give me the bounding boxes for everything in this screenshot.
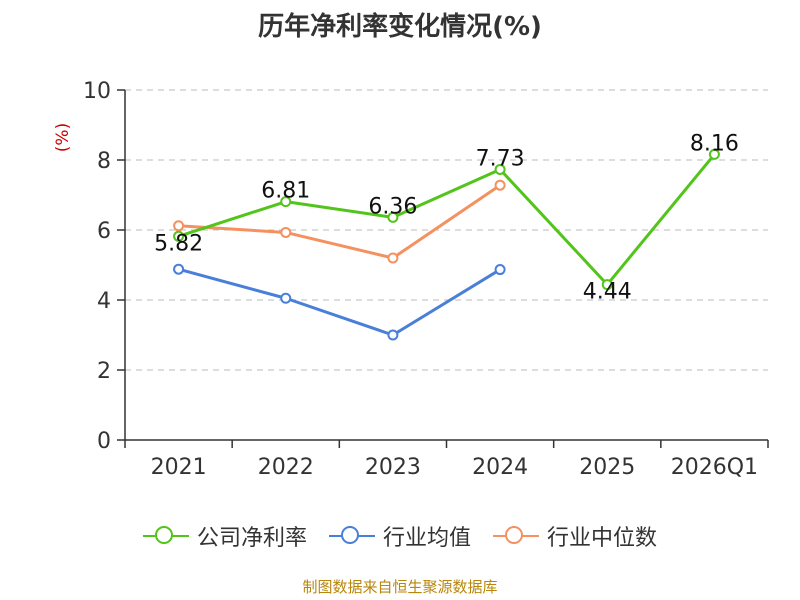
series-point-0: [280, 196, 292, 208]
x-tick-label: 2021: [151, 455, 207, 480]
series-point-2: [280, 226, 292, 238]
data-label: 8.16: [690, 131, 739, 156]
data-label: 6.36: [368, 194, 417, 219]
series-point-2: [173, 220, 185, 232]
series-line-2: [178, 183, 501, 260]
series-point-0: [708, 148, 720, 160]
legend-swatch-company: [142, 526, 189, 546]
data-label: 5.82: [154, 231, 203, 256]
y-axis-label: (%): [53, 123, 73, 152]
data-label: 7.73: [476, 146, 525, 171]
legend: 公司净利率 行业均值 行业中位数: [0, 518, 800, 554]
y-tick-label: 8: [97, 149, 111, 174]
data-label: 4.44: [583, 280, 632, 305]
legend-item-industry-median[interactable]: 行业中位数: [493, 520, 657, 552]
series-point-2: [494, 179, 506, 191]
y-tick-label: 2: [97, 359, 111, 384]
y-tick-label: 10: [83, 79, 111, 104]
legend-label-industry-median: 行业中位数: [547, 526, 658, 551]
legend-label-company: 公司净利率: [196, 526, 307, 551]
x-tick-label: 2024: [472, 455, 528, 480]
series-line-1: [178, 267, 501, 337]
chart-title: 历年净利率变化情况(%): [258, 12, 542, 42]
legend-swatch-industry-mean: [328, 526, 375, 546]
series-point-0: [494, 163, 506, 175]
x-tick-label: 2025: [579, 455, 635, 480]
legend-item-company[interactable]: 公司净利率: [142, 520, 307, 552]
series-point-1: [280, 292, 292, 304]
series-line-0: [178, 153, 716, 287]
source-note: 制图数据来自恒生聚源数据库: [302, 578, 498, 596]
y-tick-label: 6: [97, 219, 111, 244]
series-point-1: [173, 263, 185, 275]
series-point-0: [601, 279, 613, 291]
y-tick-label: 0: [97, 429, 111, 454]
series-point-2: [387, 252, 399, 264]
legend-swatch-industry-median: [493, 526, 539, 546]
y-tick-label: 4: [97, 289, 111, 314]
series-point-1: [387, 329, 399, 341]
series-point-1: [494, 264, 506, 276]
x-tick-label: 2026Q1: [671, 455, 758, 480]
x-tick-label: 2023: [365, 455, 421, 480]
series-point-0: [173, 230, 185, 242]
series-point-0: [387, 211, 399, 223]
data-label: 6.81: [261, 179, 310, 204]
x-tick-label: 2022: [258, 455, 314, 480]
legend-item-industry-mean[interactable]: 行业均值: [328, 520, 471, 552]
legend-label-industry-mean: 行业均值: [382, 526, 471, 551]
